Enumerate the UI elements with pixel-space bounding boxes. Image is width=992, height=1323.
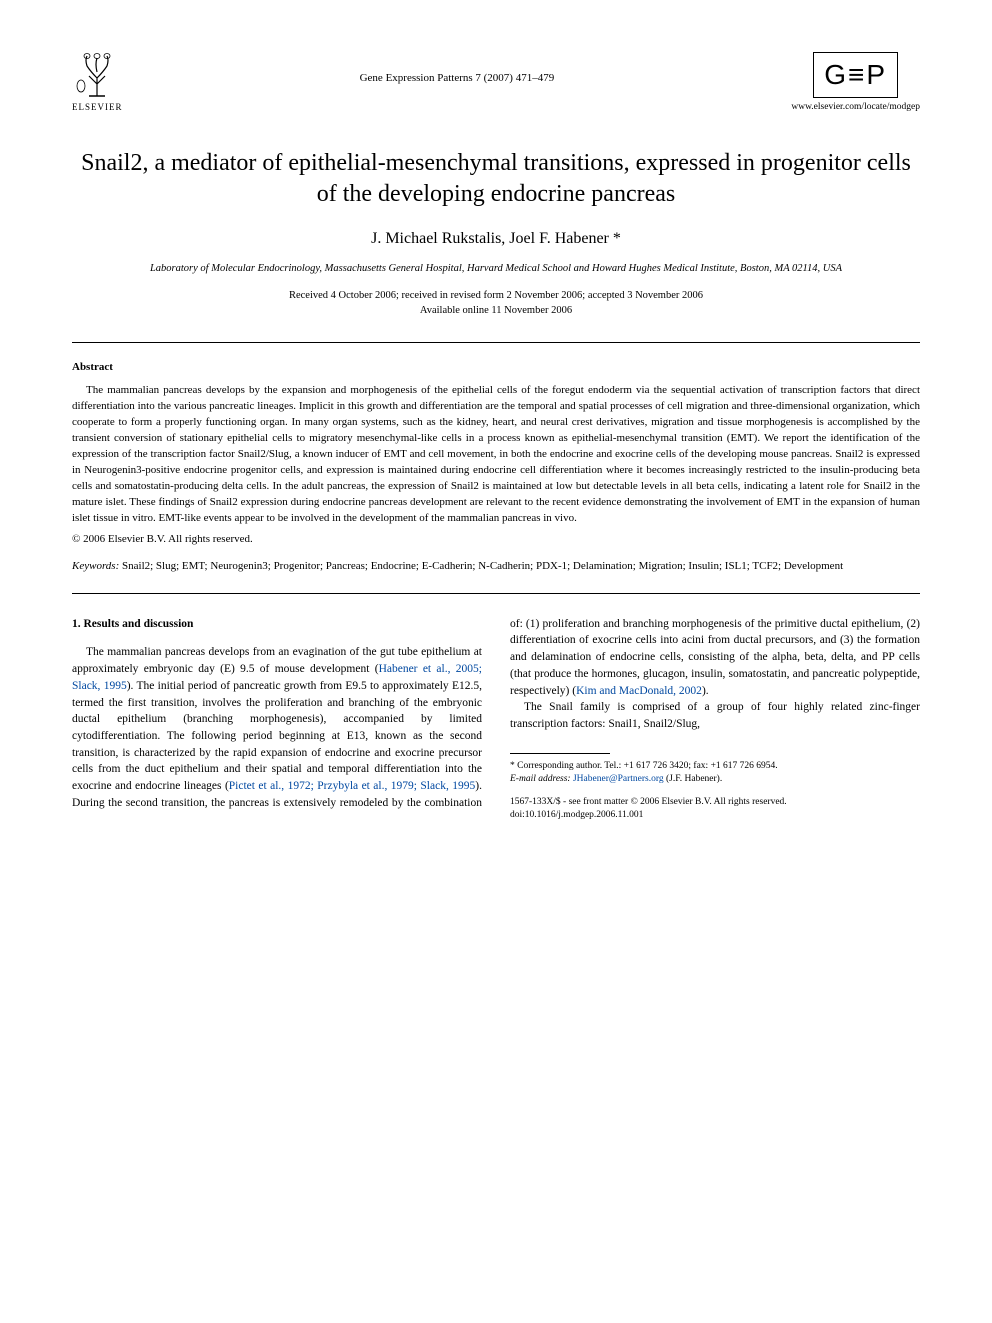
rule-bottom xyxy=(72,593,920,594)
citation-link[interactable]: Pictet et al., 1972; Przybyla et al., 19… xyxy=(229,780,476,792)
footnote-separator xyxy=(510,753,610,754)
abstract-text: The mammalian pancreas develops by the e… xyxy=(72,383,920,526)
abstract-copyright: © 2006 Elsevier B.V. All rights reserved… xyxy=(72,533,920,545)
corresponding-footnote: * Corresponding author. Tel.: +1 617 726… xyxy=(510,760,920,787)
footer-meta: 1567-133X/$ - see front matter © 2006 El… xyxy=(510,796,920,823)
body-paragraph-2: The Snail family is comprised of a group… xyxy=(510,699,920,732)
dates-received: Received 4 October 2006; received in rev… xyxy=(72,289,920,304)
citation-link[interactable]: Kim and MacDonald, 2002 xyxy=(576,685,702,697)
journal-reference: Gene Expression Patterns 7 (2007) 471–47… xyxy=(123,72,792,112)
page-header: ELSEVIER Gene Expression Patterns 7 (200… xyxy=(72,48,920,112)
footnote-email-name: (J.F. Habener). xyxy=(664,774,723,784)
keywords: Keywords: Snail2; Slug; EMT; Neurogenin3… xyxy=(72,559,920,575)
abstract-body: The mammalian pancreas develops by the e… xyxy=(72,383,920,526)
elsevier-tree-icon xyxy=(73,48,121,100)
journal-logo: G≡P www.elsevier.com/locate/modgep xyxy=(791,52,920,112)
journal-logo-text: G≡P xyxy=(813,52,898,98)
abstract-heading: Abstract xyxy=(72,361,920,373)
issn-line: 1567-133X/$ - see front matter © 2006 El… xyxy=(510,796,920,809)
journal-url: www.elsevier.com/locate/modgep xyxy=(791,102,920,112)
keywords-list: Snail2; Slug; EMT; Neurogenin3; Progenit… xyxy=(119,560,843,572)
article-dates: Received 4 October 2006; received in rev… xyxy=(72,289,920,318)
footnote-corresponding: Corresponding author. Tel.: +1 617 726 3… xyxy=(515,761,778,771)
footnote-email-label: E-mail address: xyxy=(510,774,571,784)
keywords-label: Keywords: xyxy=(72,560,119,572)
doi-line: doi:10.1016/j.modgep.2006.11.001 xyxy=(510,809,920,822)
publisher-name: ELSEVIER xyxy=(72,102,123,112)
body-text: 1. Results and discussion The mammalian … xyxy=(72,616,920,823)
rule-top xyxy=(72,342,920,343)
article-title: Snail2, a mediator of epithelial-mesench… xyxy=(72,148,920,210)
dates-online: Available online 11 November 2006 xyxy=(72,304,920,319)
affiliation: Laboratory of Molecular Endocrinology, M… xyxy=(72,262,920,277)
footnote-email-link[interactable]: JHabener@Partners.org xyxy=(573,774,664,784)
authors: J. Michael Rukstalis, Joel F. Habener * xyxy=(72,230,920,248)
left-column-footer: * Corresponding author. Tel.: +1 617 726… xyxy=(510,753,920,823)
section-heading: 1. Results and discussion xyxy=(72,616,482,633)
publisher-logo: ELSEVIER xyxy=(72,48,123,112)
